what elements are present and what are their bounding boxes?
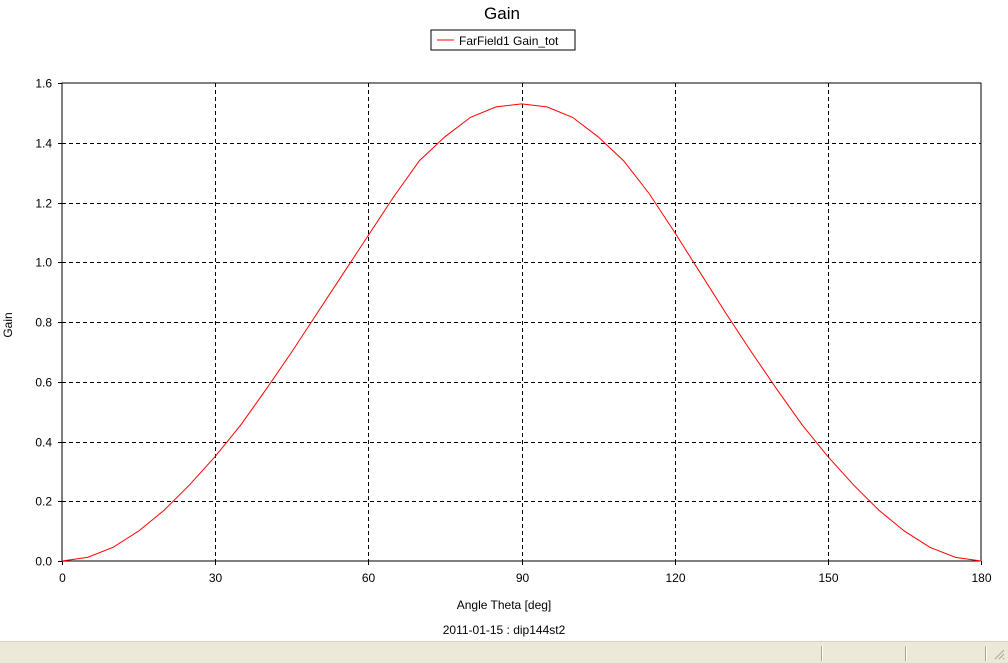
- grid-lines: [62, 83, 981, 561]
- y-axis-label: Gain: [1, 312, 15, 337]
- x-tick-label: 60: [362, 571, 376, 585]
- chart-title: Gain: [484, 4, 520, 23]
- x-axis: 0 30 60 90 120 150 180: [59, 561, 992, 585]
- x-tick-label: 120: [665, 571, 685, 585]
- y-tick-label: 0.2: [35, 495, 52, 509]
- status-separator: [985, 646, 987, 661]
- x-tick-label: 30: [209, 571, 223, 585]
- y-tick-label: 1.2: [35, 197, 52, 211]
- status-separator: [821, 646, 823, 661]
- resize-grip-icon[interactable]: [993, 648, 1005, 660]
- series-line-1: [61, 103, 982, 562]
- y-tick-label: 0.8: [35, 316, 52, 330]
- y-tick-label: 0.6: [35, 376, 52, 390]
- x-tick-label: 180: [971, 571, 991, 585]
- legend-label: FarField1 Gain_tot: [459, 34, 559, 48]
- x-tick-label: 150: [818, 571, 838, 585]
- x-axis-label: Angle Theta [deg]: [457, 598, 552, 612]
- y-tick-label: 0.0: [35, 555, 52, 569]
- y-tick-label: 1.4: [35, 137, 52, 151]
- status-separator: [905, 646, 907, 661]
- plot-area-frame: [61, 82, 982, 562]
- footer-caption: 2011-01-15 : dip144st2: [443, 623, 566, 637]
- y-tick-label: 1.6: [35, 77, 52, 91]
- y-tick-label: 1.0: [35, 256, 52, 270]
- series-layer: [61, 103, 982, 562]
- x-tick-label: 0: [59, 571, 66, 585]
- legend: FarField1 Gain_tot: [430, 29, 576, 51]
- y-tick-label: 0.4: [35, 436, 52, 450]
- gain-chart: Gain FarField1 Gain_tot 0.0 0.2 0.4 0.6 0.8 1…: [1, 4, 992, 637]
- y-axis: 0.0 0.2 0.4 0.6 0.8 1.0 1.2 1.4 1.6: [35, 77, 62, 569]
- legend-box: [430, 29, 576, 51]
- x-tick-label: 90: [516, 571, 530, 585]
- status-bar: [0, 641, 1008, 663]
